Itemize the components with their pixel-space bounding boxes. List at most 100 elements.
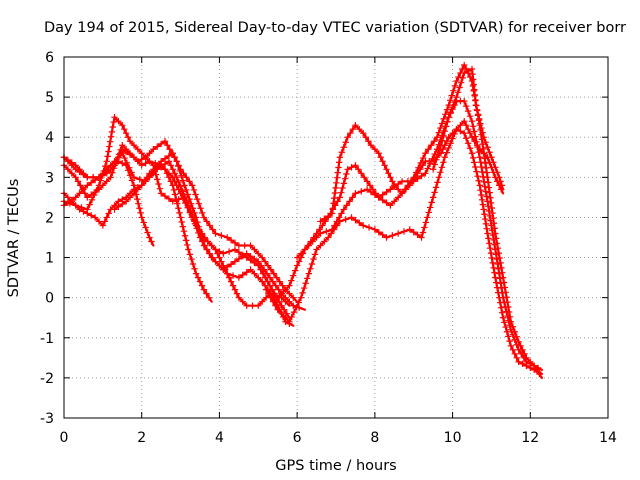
data-point <box>109 169 116 176</box>
data-point <box>534 364 542 372</box>
series-track-1 <box>60 146 291 319</box>
data-point <box>482 220 490 228</box>
y-tick-label: -1 <box>40 331 54 347</box>
data-point <box>192 270 200 277</box>
data-point <box>507 342 515 349</box>
data-point <box>409 178 416 185</box>
data-point <box>464 140 472 147</box>
data-point <box>109 123 116 131</box>
data-point <box>97 177 104 184</box>
data-point <box>77 182 84 189</box>
data-point <box>192 222 200 229</box>
data-point <box>334 169 341 176</box>
data-point <box>313 246 320 253</box>
data-point <box>490 220 498 227</box>
data-point <box>187 208 194 215</box>
data-point <box>199 237 206 245</box>
data-point <box>84 210 91 217</box>
data-point <box>503 328 511 335</box>
data-point <box>104 153 111 160</box>
series-layer <box>60 61 544 379</box>
data-point <box>498 284 505 292</box>
data-point <box>330 200 337 207</box>
data-point <box>371 191 379 198</box>
data-point <box>276 298 283 305</box>
data-point <box>389 178 396 185</box>
data-point <box>249 302 256 309</box>
y-tick-label: 4 <box>45 130 54 146</box>
data-point <box>492 235 500 242</box>
data-point <box>305 242 312 249</box>
data-point <box>146 150 153 157</box>
data-point <box>394 180 402 188</box>
data-point <box>212 246 219 253</box>
data-point <box>190 186 198 194</box>
data-point <box>344 166 351 173</box>
data-point <box>431 189 438 196</box>
data-point <box>307 265 314 272</box>
data-point <box>490 159 497 166</box>
data-point <box>225 248 233 255</box>
data-point <box>208 242 215 249</box>
data-point <box>161 138 169 145</box>
data-point <box>239 271 246 279</box>
data-point <box>103 168 110 176</box>
data-point <box>184 241 191 249</box>
data-point <box>84 174 91 181</box>
data-point <box>484 144 491 151</box>
data-point <box>138 214 145 221</box>
data-point <box>181 194 188 201</box>
data-point <box>88 196 96 203</box>
data-point <box>86 201 93 208</box>
data-point <box>434 179 441 186</box>
data-point <box>398 190 406 197</box>
data-point <box>338 149 346 156</box>
data-point <box>171 154 178 161</box>
data-point <box>183 198 190 206</box>
data-point <box>122 130 130 137</box>
data-point <box>72 166 79 173</box>
x-tick-label: 4 <box>215 430 224 446</box>
data-point <box>335 159 343 166</box>
data-point <box>530 362 538 370</box>
data-point <box>154 143 161 150</box>
data-point <box>175 178 182 186</box>
data-point <box>174 200 181 207</box>
data-point <box>203 290 210 297</box>
data-point <box>64 166 72 173</box>
data-point <box>95 174 103 181</box>
data-point <box>456 84 463 91</box>
data-point <box>466 145 474 152</box>
data-point <box>483 225 490 232</box>
y-tick-label: 2 <box>45 210 54 226</box>
data-point <box>233 290 241 297</box>
data-point <box>177 214 184 221</box>
data-point <box>161 160 169 168</box>
data-point <box>276 278 283 285</box>
data-point <box>68 162 75 169</box>
x-tick-label: 12 <box>521 430 539 446</box>
data-point <box>235 242 243 249</box>
data-point <box>157 158 165 165</box>
x-tick-label: 8 <box>370 430 379 446</box>
data-point <box>476 115 483 123</box>
data-point <box>297 250 305 257</box>
data-point <box>449 103 456 111</box>
data-point <box>99 222 107 229</box>
data-point <box>302 280 309 287</box>
data-point <box>258 298 266 305</box>
data-point <box>150 146 157 153</box>
data-point <box>200 286 208 293</box>
data-point <box>138 182 145 189</box>
data-point <box>103 214 110 221</box>
data-point <box>169 182 176 189</box>
data-point <box>379 231 386 239</box>
data-point <box>468 134 476 141</box>
data-point <box>179 223 186 230</box>
data-point <box>371 146 379 153</box>
data-point <box>146 158 153 165</box>
data-point <box>482 159 489 167</box>
data-point <box>411 174 419 181</box>
data-point <box>164 142 171 149</box>
data-point <box>68 170 75 177</box>
